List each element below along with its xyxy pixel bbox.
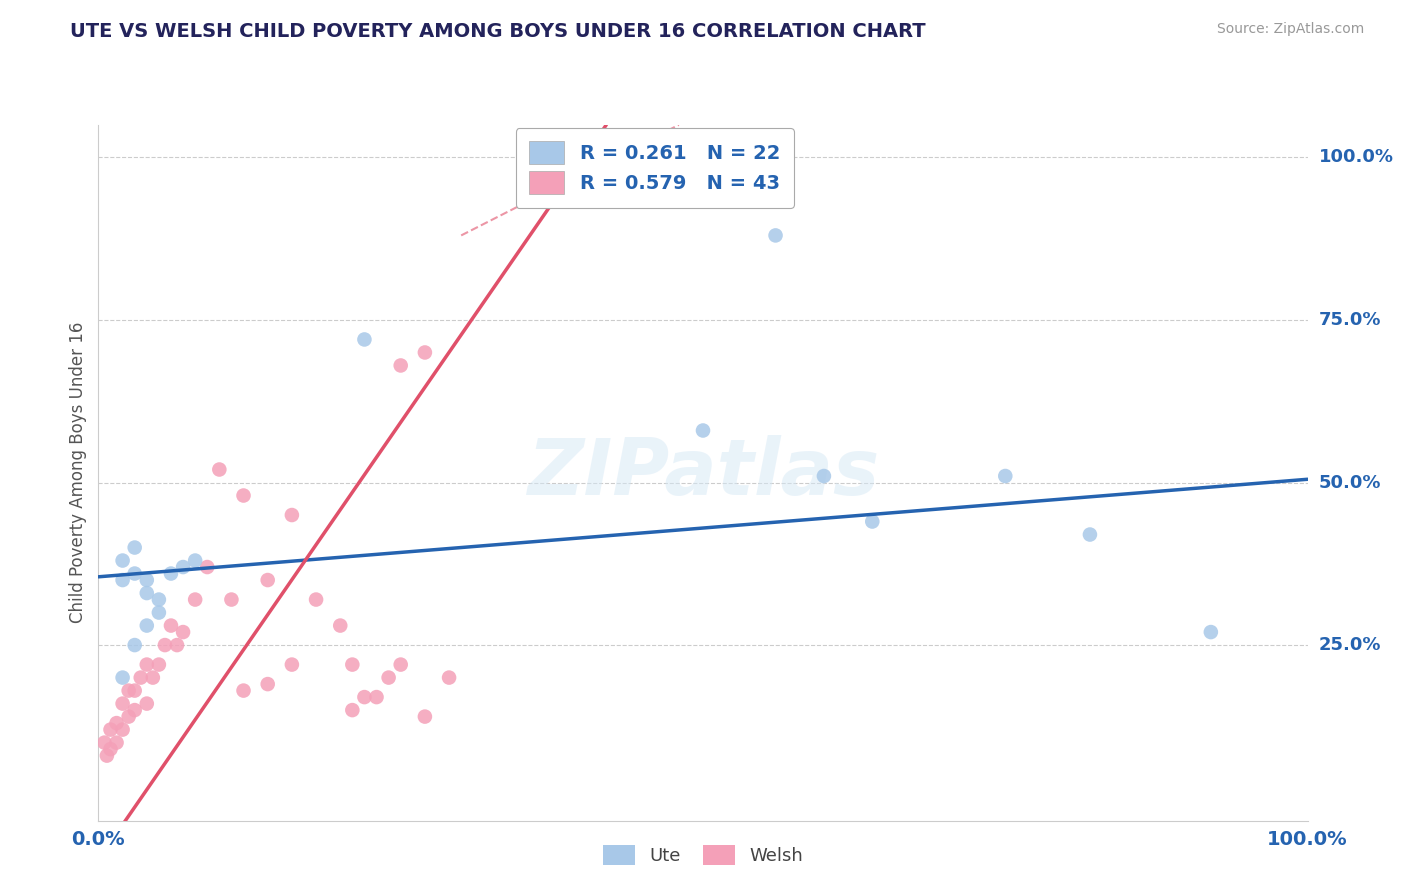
Point bbox=[232, 489, 254, 503]
Point bbox=[105, 736, 128, 750]
Point bbox=[692, 424, 714, 438]
Point bbox=[148, 592, 170, 607]
Text: UTE VS WELSH CHILD POVERTY AMONG BOYS UNDER 16 CORRELATION CHART: UTE VS WELSH CHILD POVERTY AMONG BOYS UN… bbox=[70, 22, 927, 41]
Point bbox=[105, 716, 128, 731]
Point bbox=[124, 566, 146, 581]
Point bbox=[184, 592, 207, 607]
Point bbox=[135, 573, 157, 587]
Text: ZIPatlas: ZIPatlas bbox=[527, 434, 879, 511]
Legend: Ute, Welsh: Ute, Welsh bbox=[593, 836, 813, 874]
Point bbox=[135, 697, 157, 711]
Point bbox=[413, 345, 436, 359]
Point bbox=[124, 683, 146, 698]
Point bbox=[195, 560, 218, 574]
Point bbox=[166, 638, 188, 652]
Point bbox=[389, 657, 412, 672]
Point bbox=[366, 690, 388, 704]
Text: 75.0%: 75.0% bbox=[1319, 311, 1381, 329]
Point bbox=[377, 671, 399, 685]
Point bbox=[994, 469, 1017, 483]
Point bbox=[172, 560, 194, 574]
Point bbox=[329, 618, 352, 632]
Point bbox=[172, 625, 194, 640]
Point bbox=[342, 657, 364, 672]
Point bbox=[153, 638, 176, 652]
Point bbox=[124, 541, 146, 555]
Point bbox=[305, 592, 328, 607]
Point bbox=[413, 709, 436, 723]
Point bbox=[111, 573, 134, 587]
Point bbox=[860, 515, 883, 529]
Point bbox=[111, 553, 134, 567]
Point bbox=[135, 618, 157, 632]
Text: 25.0%: 25.0% bbox=[1319, 636, 1381, 654]
Point bbox=[208, 462, 231, 476]
Point bbox=[111, 723, 134, 737]
Point bbox=[96, 748, 118, 763]
Point bbox=[813, 469, 835, 483]
Text: 50.0%: 50.0% bbox=[1319, 474, 1381, 491]
Point bbox=[256, 677, 278, 691]
Point bbox=[184, 553, 207, 567]
Point bbox=[1078, 527, 1101, 541]
Legend: R = 0.261   N = 22, R = 0.579   N = 43: R = 0.261 N = 22, R = 0.579 N = 43 bbox=[516, 128, 794, 208]
Point bbox=[353, 690, 375, 704]
Point bbox=[256, 573, 278, 587]
Point bbox=[124, 638, 146, 652]
Text: 100.0%: 100.0% bbox=[1319, 148, 1393, 167]
Text: Source: ZipAtlas.com: Source: ZipAtlas.com bbox=[1216, 22, 1364, 37]
Y-axis label: Child Poverty Among Boys Under 16: Child Poverty Among Boys Under 16 bbox=[69, 322, 87, 624]
Point bbox=[118, 709, 141, 723]
Point bbox=[160, 618, 183, 632]
Point bbox=[221, 592, 243, 607]
Point bbox=[124, 703, 146, 717]
Point bbox=[160, 566, 183, 581]
Point bbox=[765, 228, 787, 243]
Point bbox=[232, 683, 254, 698]
Point bbox=[100, 723, 122, 737]
Point bbox=[135, 657, 157, 672]
Point bbox=[148, 657, 170, 672]
Point bbox=[142, 671, 165, 685]
Point bbox=[129, 671, 152, 685]
Point bbox=[281, 657, 304, 672]
Point bbox=[100, 742, 122, 756]
Point bbox=[148, 606, 170, 620]
Point bbox=[1199, 625, 1222, 640]
Point bbox=[437, 671, 460, 685]
Point bbox=[93, 736, 115, 750]
Point bbox=[111, 671, 134, 685]
Point bbox=[111, 697, 134, 711]
Point bbox=[118, 683, 141, 698]
Point bbox=[342, 703, 364, 717]
Point bbox=[281, 508, 304, 522]
Point bbox=[353, 333, 375, 347]
Point bbox=[135, 586, 157, 600]
Point bbox=[389, 359, 412, 373]
